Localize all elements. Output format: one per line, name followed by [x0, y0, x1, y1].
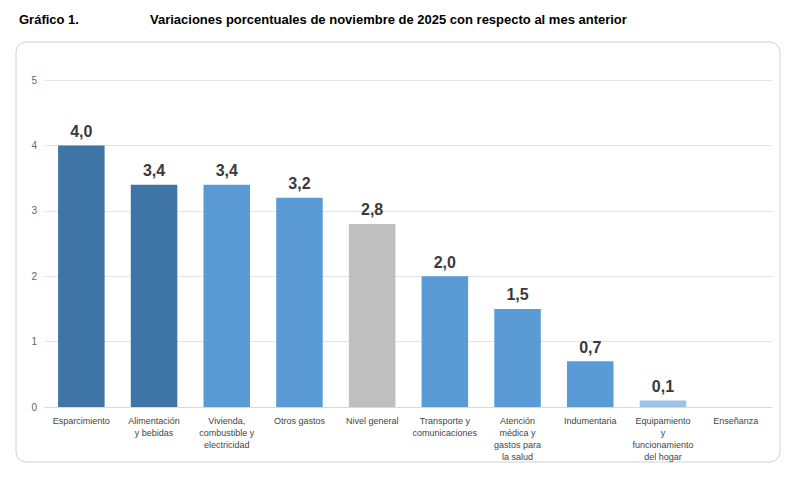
svg-text:4,0: 4,0 [70, 123, 92, 140]
svg-text:1: 1 [31, 336, 37, 347]
svg-text:4: 4 [31, 140, 37, 151]
svg-text:0,1: 0,1 [652, 378, 674, 395]
svg-text:Gráfico 1.: Gráfico 1. [19, 12, 79, 27]
svg-text:2,0: 2,0 [434, 254, 456, 271]
svg-text:Enseñanza: Enseñanza [713, 416, 758, 426]
svg-text:y: y [661, 428, 666, 438]
svg-text:Otros gastos: Otros gastos [274, 416, 326, 426]
svg-text:0: 0 [31, 402, 37, 413]
svg-text:del hogar: del hogar [644, 452, 682, 462]
svg-text:2,8: 2,8 [361, 201, 383, 218]
svg-text:0,7: 0,7 [579, 339, 601, 356]
svg-text:2: 2 [31, 271, 37, 282]
svg-text:5: 5 [31, 75, 37, 86]
svg-text:1,5: 1,5 [506, 286, 528, 303]
svg-text:la salud: la salud [502, 452, 533, 462]
svg-text:3: 3 [31, 205, 37, 216]
svg-text:y bebidas: y bebidas [135, 428, 174, 438]
svg-text:Variaciones porcentuales de no: Variaciones porcentuales de noviembre de… [150, 12, 627, 27]
svg-text:3,4: 3,4 [143, 162, 165, 179]
svg-text:médica y: médica y [500, 428, 537, 438]
svg-text:Indumentaria: Indumentaria [564, 416, 617, 426]
svg-text:3,2: 3,2 [288, 175, 310, 192]
svg-text:Nivel general: Nivel general [346, 416, 399, 426]
svg-text:comunicaciones: comunicaciones [413, 428, 478, 438]
svg-text:gastos para: gastos para [494, 440, 541, 450]
svg-text:3,4: 3,4 [216, 162, 238, 179]
svg-text:funcionamiento: funcionamiento [632, 440, 693, 450]
svg-text:Equipamiento: Equipamiento [635, 416, 690, 426]
svg-text:Alimentación: Alimentación [128, 416, 180, 426]
svg-text:Esparcimiento: Esparcimiento [53, 416, 110, 426]
svg-text:electricidad: electricidad [204, 440, 250, 450]
svg-text:Transporte y: Transporte y [420, 416, 471, 426]
svg-text:combustible y: combustible y [199, 428, 255, 438]
svg-text:Atención: Atención [500, 416, 535, 426]
svg-text:Vivienda,: Vivienda, [208, 416, 245, 426]
